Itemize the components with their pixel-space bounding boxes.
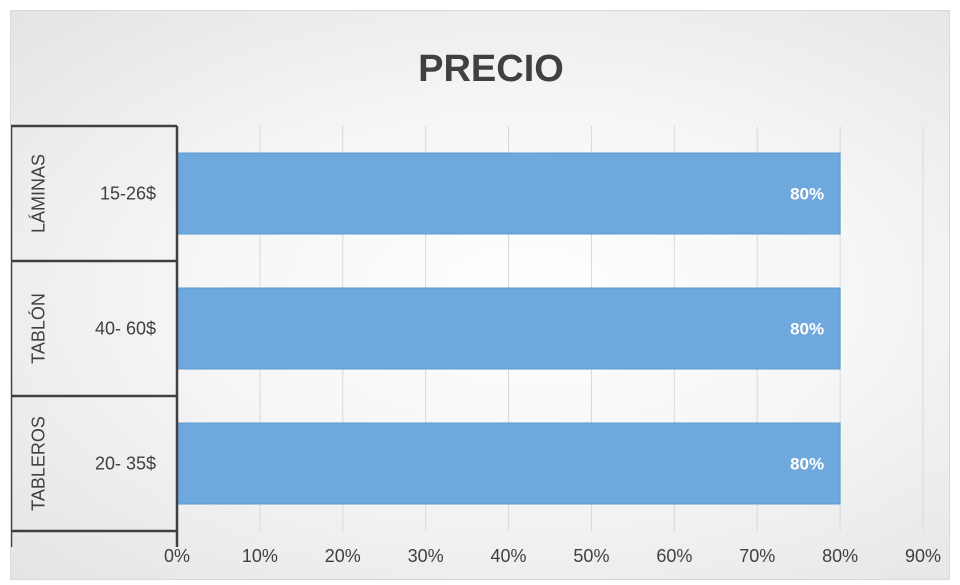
chart-area: PRECIO 0% 10% 20% 30% 40% 50% 60% 70% 80% 90% 80% 1… — [10, 10, 950, 580]
labels: 0% 10% 20% 30% 40% 50% 60% 70% 80% 90% 80% 15-26$ LÁ… — [27, 154, 941, 566]
category-label: 20- 35$ — [95, 454, 156, 474]
x-tick-label: 90% — [905, 546, 941, 566]
x-tick-label: 0% — [164, 546, 190, 566]
x-tick-label: 50% — [573, 546, 609, 566]
data-label: 80% — [790, 185, 824, 204]
data-label: 80% — [790, 320, 824, 339]
bar — [176, 287, 841, 370]
x-tick-label: 80% — [822, 546, 858, 566]
group-label: TABLÓN — [27, 293, 48, 364]
x-tick-label: 20% — [325, 546, 361, 566]
axes — [11, 124, 179, 547]
bar-chart: PRECIO 0% 10% 20% 30% 40% 50% 60% 70% 80% 90% 80% 1… — [11, 48, 941, 566]
chart-title: PRECIO — [418, 48, 564, 90]
bars — [176, 152, 841, 505]
bar — [176, 152, 841, 235]
category-label: 15-26$ — [100, 184, 156, 204]
x-tick-label: 40% — [491, 546, 527, 566]
category-label: 40- 60$ — [95, 319, 156, 339]
x-tick-label: 10% — [242, 546, 278, 566]
bar — [176, 422, 841, 505]
data-label: 80% — [790, 455, 824, 474]
group-label: LÁMINAS — [28, 154, 48, 233]
x-tick-label: 60% — [656, 546, 692, 566]
group-label: TABLEROS — [28, 416, 48, 511]
x-tick-label: 30% — [408, 546, 444, 566]
x-tick-label: 70% — [739, 546, 775, 566]
